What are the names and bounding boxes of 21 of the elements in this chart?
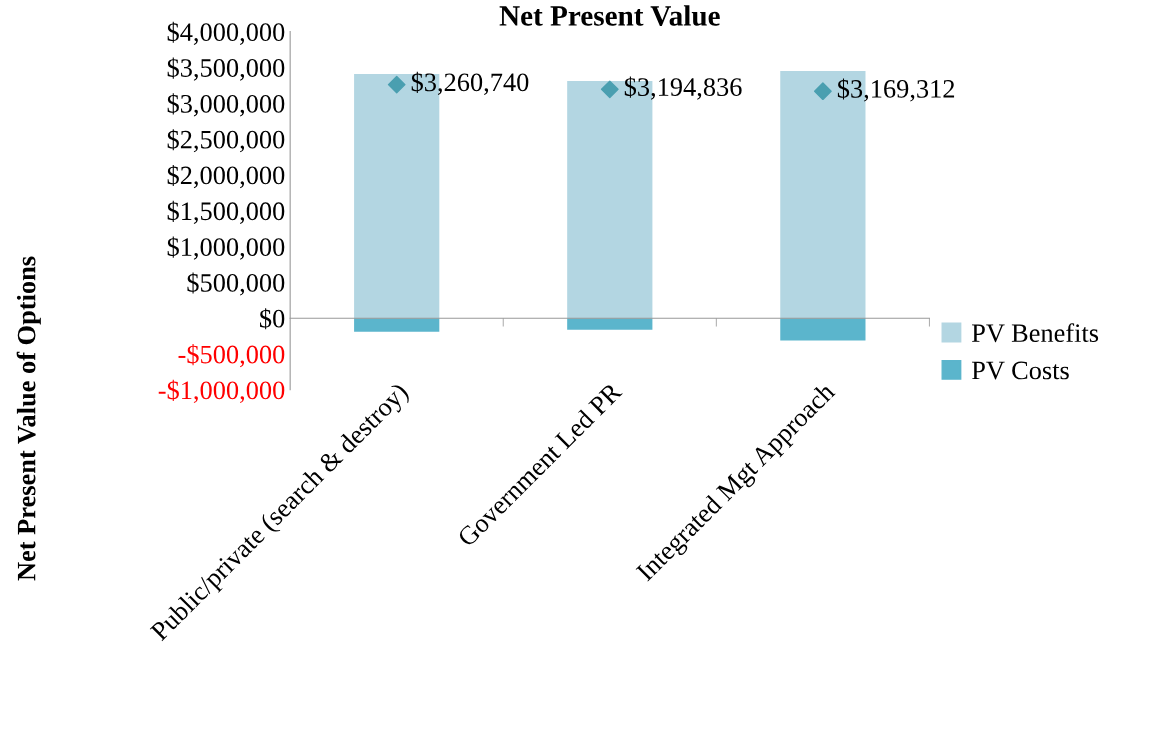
y-tick-label: $0 [260,308,285,330]
legend-label: PV Costs [972,361,1069,380]
data-label: $3,169,312 [837,78,955,102]
y-tick-label: -$1,000,000 [158,379,285,404]
y-tick-label: $1,500,000 [167,200,285,224]
y-axis-title: Net Present Value of Options [16,256,41,581]
y-tick-label: $3,000,000 [167,93,285,117]
y-tick-label: $3,500,000 [167,57,285,81]
legend-label: PV Benefits [972,323,1099,343]
bar [354,318,440,332]
y-tick-label: $2,500,000 [167,129,285,153]
chart-title: Net Present Value [499,5,720,26]
bar [567,318,653,330]
data-label: $3,260,740 [411,71,529,96]
bar [780,318,866,341]
y-tick-label: $500,000 [187,272,285,296]
data-label: $3,194,836 [624,76,742,100]
y-tick-label: $4,000,000 [167,21,285,45]
y-tick-label: -$500,000 [178,344,285,368]
y-tick-label: $2,000,000 [167,164,285,189]
y-tick-label: $1,000,000 [167,236,285,260]
